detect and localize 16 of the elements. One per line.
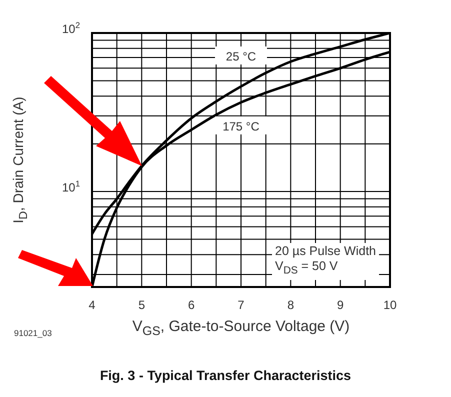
x-tick-label: 7 — [238, 298, 245, 312]
y-tick-label: 10$^{1}$ — [62, 178, 80, 195]
x-tick-label: 10 — [383, 298, 397, 312]
x-tick-label: 8 — [287, 298, 294, 312]
text: Fig. 3 - Typical Transfer Characteristics — [98, 368, 352, 383]
x-tick-label: 6 — [188, 298, 195, 312]
series-label: 25 °C — [226, 49, 256, 64]
y-tick-label: 10$^{2}$ — [62, 20, 80, 36]
x-axis-title: V$_{GS}$, Gate-to-Source Voltage (V) — [131, 318, 351, 338]
annotation: 20 µs Pulse Width — [275, 244, 376, 259]
annotation: V$_{DS}$ = 50 V — [275, 259, 339, 278]
x-tick-label: 9 — [336, 298, 344, 312]
series-label: 175 °C — [222, 119, 260, 134]
x-tick-label: 5 — [138, 298, 146, 312]
text: 91021_03 — [14, 328, 52, 338]
x-tick-label: 4 — [88, 298, 96, 312]
